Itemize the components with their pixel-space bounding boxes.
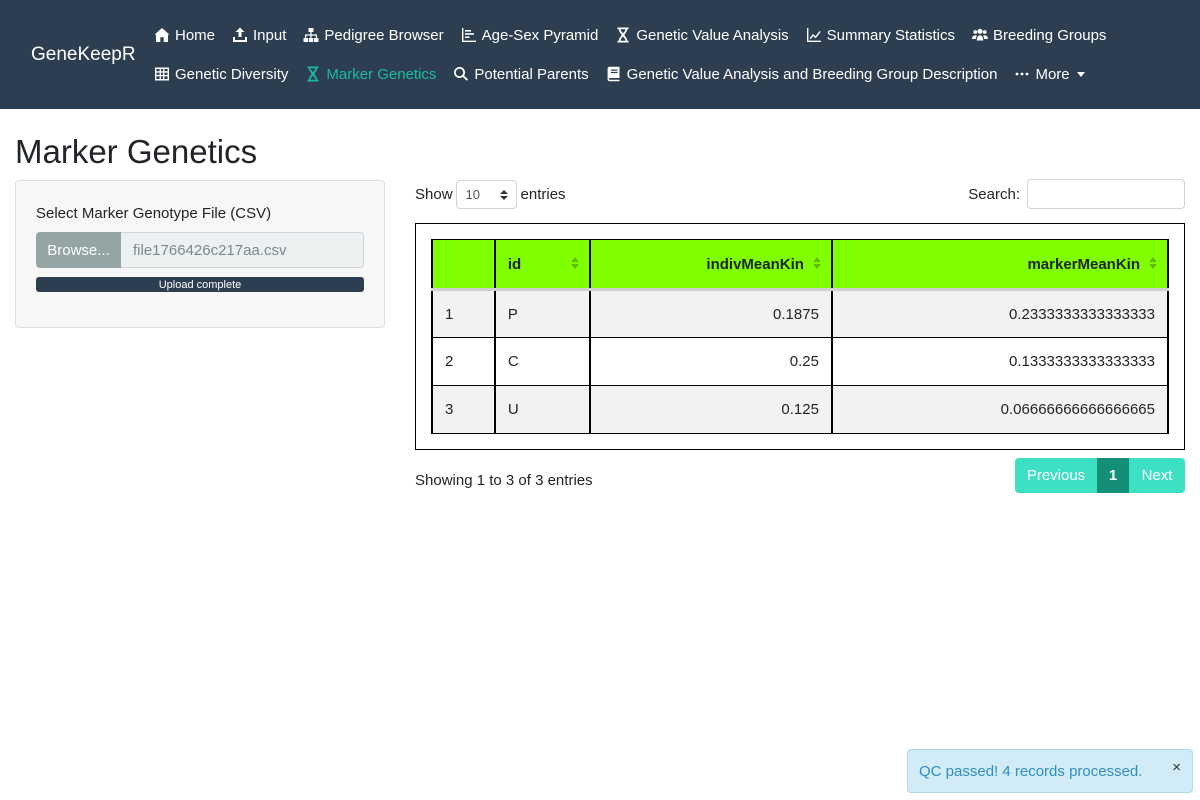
- nav-input[interactable]: Input: [232, 27, 286, 44]
- previous-page-button[interactable]: Previous: [1015, 458, 1097, 493]
- nav-marker-genetics-label: Marker Genetics: [326, 65, 437, 83]
- caret-down-icon: [1076, 71, 1085, 77]
- header-rownum[interactable]: [431, 239, 496, 291]
- sort-icon: [812, 257, 821, 269]
- file-input-label: Select Marker Genotype File (CSV): [36, 205, 272, 222]
- entries-select-value: 10: [465, 187, 480, 202]
- sidebar-panel: Select Marker Genotype File (CSV) Browse…: [15, 180, 385, 328]
- nav-genetic-value-analysis[interactable]: Genetic Value Analysis: [615, 26, 789, 44]
- show-label: Show: [415, 186, 453, 203]
- cell-rownum: 3: [431, 385, 496, 434]
- table-header-row: id indivMeanKin markerMeanKin: [431, 239, 1170, 291]
- notification-message: QC passed! 4 records processed.: [919, 762, 1143, 780]
- header-id[interactable]: id: [493, 239, 591, 291]
- entries-label: entries: [520, 186, 566, 203]
- header-markermeankin[interactable]: markerMeanKin: [830, 239, 1170, 291]
- cell-rownum: 1: [431, 289, 496, 338]
- file-name-field[interactable]: file1766426c217aa.csv: [121, 232, 364, 268]
- sort-icon: [1149, 257, 1157, 269]
- page-title: Marker Genetics: [15, 133, 258, 170]
- header-indivmeankin[interactable]: indivMeanKin: [588, 239, 833, 291]
- hourglass-icon: [307, 66, 319, 82]
- marker-kinship-table: id indivMeanKin markerMeanKin 1 P 0.1875…: [431, 239, 1170, 434]
- select-arrows-icon: [499, 189, 508, 200]
- nav-genetic-value-analysis-label: Genetic Value Analysis: [636, 26, 789, 44]
- search-icon: [454, 66, 469, 81]
- line-chart-icon: [806, 28, 821, 42]
- nav-more-dropdown[interactable]: More: [1014, 65, 1085, 83]
- table-row[interactable]: 1 P 0.1875 0.2333333333333333: [431, 289, 1170, 338]
- current-page-button[interactable]: 1: [1097, 458, 1129, 493]
- next-page-button[interactable]: Next: [1129, 458, 1185, 493]
- navbar: GeneKeepR Home Input Pedigree Browser Ag…: [0, 0, 1200, 109]
- cell-indivmeankin: 0.125: [588, 385, 833, 434]
- sort-icon: [570, 257, 579, 269]
- table-row[interactable]: 2 C 0.25 0.1333333333333333: [431, 337, 1170, 386]
- nav-pedigree-browser-label: Pedigree Browser: [324, 26, 444, 44]
- nav-summary-statistics[interactable]: Summary Statistics: [806, 27, 955, 44]
- nav-age-sex-pyramid[interactable]: Age-Sex Pyramid: [461, 26, 599, 44]
- nav-gva-breeding-group-description[interactable]: Genetic Value Analysis and Breeding Grou…: [606, 65, 998, 83]
- cell-indivmeankin: 0.1875: [588, 289, 833, 338]
- table-search-control: Search:: [968, 179, 1185, 209]
- nav-breeding-groups-label: Breeding Groups: [993, 26, 1107, 44]
- home-icon: [154, 28, 170, 42]
- nav-row-2: Genetic Diversity Marker Genetics Potent…: [154, 62, 1102, 86]
- nav-potential-parents-label: Potential Parents: [474, 65, 589, 83]
- nav-pedigree-browser[interactable]: Pedigree Browser: [303, 26, 444, 44]
- cell-indivmeankin: 0.25: [588, 337, 833, 386]
- search-label: Search:: [968, 185, 1020, 203]
- sitemap-icon: [303, 28, 319, 42]
- upload-icon: [233, 27, 248, 42]
- nav-gva-breeding-group-description-label: Genetic Value Analysis and Breeding Grou…: [626, 65, 998, 83]
- entries-select[interactable]: 10: [455, 180, 517, 209]
- hourglass-icon: [617, 27, 629, 43]
- table-length-control: Show 10 entries: [415, 180, 566, 209]
- nav-genetic-diversity[interactable]: Genetic Diversity: [154, 66, 288, 83]
- ellipsis-icon: [1016, 72, 1029, 76]
- table-info: Showing 1 to 3 of 3 entries: [415, 472, 593, 489]
- table-row[interactable]: 3 U 0.125 0.06666666666666665: [431, 385, 1170, 434]
- cell-markermeankin: 0.06666666666666665: [830, 385, 1170, 434]
- cell-rownum: 2: [431, 337, 496, 386]
- nav-row-1: Home Input Pedigree Browser Age-Sex Pyra…: [154, 23, 1123, 47]
- pagination: Previous 1 Next: [1015, 458, 1185, 493]
- browse-button[interactable]: Browse...: [36, 232, 121, 268]
- cell-id: U: [493, 385, 591, 434]
- nav-potential-parents[interactable]: Potential Parents: [453, 65, 589, 83]
- nav-summary-statistics-label: Summary Statistics: [826, 26, 956, 44]
- book-icon: [607, 66, 620, 82]
- nav-age-sex-pyramid-label: Age-Sex Pyramid: [481, 26, 599, 44]
- nav-genetic-diversity-label: Genetic Diversity: [175, 65, 289, 83]
- nav-input-label: Input: [253, 26, 287, 44]
- table-container: id indivMeanKin markerMeanKin 1 P 0.1875…: [415, 223, 1185, 450]
- brand[interactable]: GeneKeepR: [31, 44, 136, 65]
- nav-more-label: More: [1035, 65, 1070, 83]
- nav-home[interactable]: Home: [154, 27, 215, 44]
- table-icon: [155, 67, 169, 81]
- cell-markermeankin: 0.1333333333333333: [830, 337, 1170, 386]
- upload-progress-bar: Upload complete: [36, 277, 364, 292]
- bar-chart-icon: [461, 28, 476, 42]
- search-input[interactable]: [1027, 179, 1185, 209]
- notification-toast: QC passed! 4 records processed. ×: [907, 749, 1193, 793]
- cell-id: C: [493, 337, 591, 386]
- cell-markermeankin: 0.2333333333333333: [830, 289, 1170, 338]
- cell-id: P: [493, 289, 591, 338]
- close-icon[interactable]: ×: [1172, 759, 1181, 776]
- users-icon: [972, 28, 989, 41]
- nav-home-label: Home: [175, 26, 216, 44]
- nav-breeding-groups[interactable]: Breeding Groups: [972, 27, 1106, 44]
- nav-marker-genetics[interactable]: Marker Genetics: [305, 66, 436, 83]
